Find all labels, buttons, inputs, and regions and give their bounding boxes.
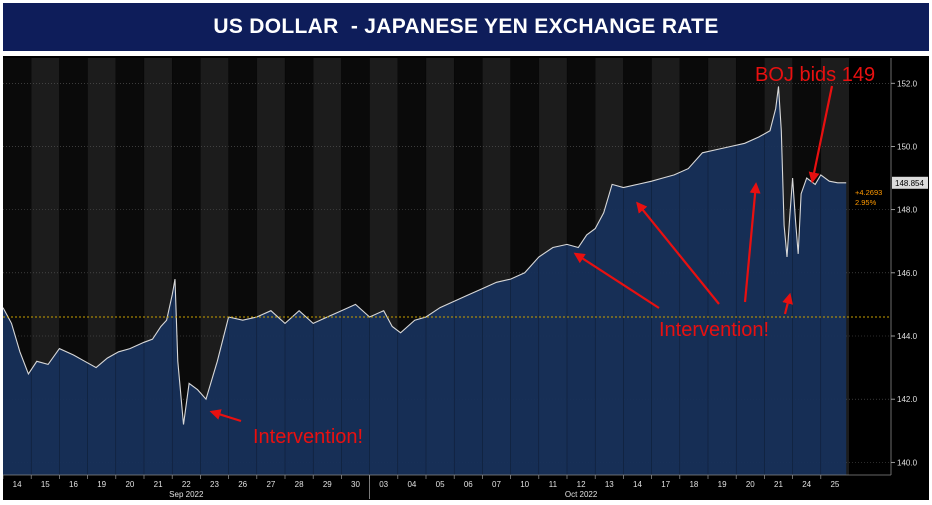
- y-tick-label: 152.0: [897, 79, 918, 88]
- x-tick-label: 23: [210, 480, 219, 489]
- month-label: Sep 2022: [169, 490, 204, 499]
- chart-svg: 140.0 142.0 144.0 146.0 148.0 150.0 152.0 148.8…: [2, 58, 928, 499]
- y-tick-label: 140.0: [897, 458, 918, 467]
- price-line: [2, 86, 847, 425]
- x-tick-label: 10: [520, 480, 529, 489]
- annotation-text: BOJ bids 149: [755, 64, 875, 86]
- x-tick-label: 03: [379, 480, 388, 489]
- x-tick-label: 27: [266, 480, 275, 489]
- change-label: 2.95%: [855, 198, 877, 207]
- last-value-label: 148.854: [895, 179, 924, 188]
- chart-panel: 140.0 142.0 144.0 146.0 148.0 150.0 152.0 148.8…: [2, 56, 929, 500]
- x-tick-label: 28: [295, 480, 304, 489]
- x-tick-label: 12: [577, 480, 586, 489]
- x-tick-label: 15: [41, 480, 50, 489]
- x-tick-label: 13: [605, 480, 614, 489]
- annotation-arrow: [636, 201, 720, 305]
- x-tick-label: 06: [464, 480, 473, 489]
- annotation-arrow: [209, 409, 242, 423]
- title-bar: US DOLLAR - JAPANESE YEN EXCHANGE RATE: [3, 3, 929, 51]
- y-tick-label: 150.0: [897, 142, 918, 151]
- x-tick-label: 22: [182, 480, 191, 489]
- annotation-arrow: [573, 252, 660, 309]
- y-tick-label: 142.0: [897, 395, 918, 404]
- last-value-box: [892, 176, 928, 189]
- month-label: Oct 2022: [565, 490, 598, 499]
- annotation-text: Intervention!: [253, 426, 363, 448]
- annotation-arrow: [782, 292, 793, 315]
- x-tick-label: 21: [154, 480, 163, 489]
- x-tick-label: 20: [125, 480, 134, 489]
- x-tick-label: 07: [492, 480, 501, 489]
- chart-title: US DOLLAR - JAPANESE YEN EXCHANGE RATE: [213, 15, 719, 38]
- x-tick-label: 19: [97, 480, 106, 489]
- x-tick-label: 25: [830, 480, 839, 489]
- x-tick-label: 17: [661, 480, 670, 489]
- x-tick-label: 20: [746, 480, 755, 489]
- price-area: [3, 86, 847, 476]
- annotation-text: Intervention!: [659, 319, 769, 341]
- x-tick-label: 24: [802, 480, 811, 489]
- x-tick-label: 29: [323, 480, 332, 489]
- y-tick-label: 144.0: [897, 332, 918, 341]
- x-tick-label: 04: [407, 480, 416, 489]
- x-tick-label: 21: [774, 480, 783, 489]
- y-tick-label: 146.0: [897, 269, 918, 278]
- change-label: +4.2693: [855, 188, 882, 197]
- x-tick-label: 14: [633, 480, 642, 489]
- x-tick-label: 05: [436, 480, 445, 489]
- x-tick-label: 19: [718, 480, 727, 489]
- x-tick-label: 18: [689, 480, 698, 489]
- x-tick-label: 30: [351, 480, 360, 489]
- y-tick-label: 148.0: [897, 206, 918, 215]
- x-tick-label: 11: [549, 480, 558, 489]
- x-tick-label: 26: [238, 480, 247, 489]
- annotation-arrow: [808, 85, 834, 184]
- x-tick-label: 14: [13, 480, 22, 489]
- x-tick-label: 16: [69, 480, 78, 489]
- annotation-arrow: [743, 182, 761, 303]
